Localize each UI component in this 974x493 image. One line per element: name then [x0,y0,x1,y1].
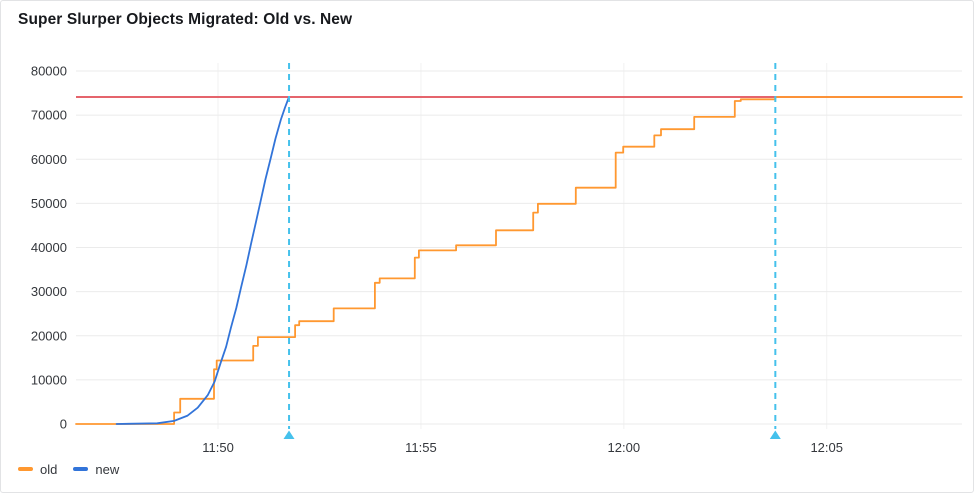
y-axis-tick-label: 0 [60,417,67,432]
annotation-marker-icon[interactable] [283,430,295,440]
y-axis-tick-label: 70000 [31,108,67,123]
series-line-old [75,96,963,425]
y-axis-tick-label: 80000 [31,64,67,79]
chart-area[interactable]: 0 10000 20000 30000 40000 50000 60000 70000 8000… [1,56,974,461]
legend-label-new: new [95,461,120,477]
x-axis-tick-label: 11:55 [405,440,437,455]
annotation-marker-icon[interactable] [769,430,781,440]
y-axis-tick-label: 40000 [31,240,67,255]
y-axis-tick-label: 20000 [31,328,67,343]
x-axis-tick-label: 12:05 [810,440,843,455]
y-axis-tick-label: 30000 [31,284,67,299]
legend-label-old: old [40,461,58,477]
timeseries-chart[interactable]: 0 10000 20000 30000 40000 50000 60000 70000 8000… [1,56,974,461]
legend: old new [18,458,119,480]
y-axis-tick-label: 10000 [31,372,67,387]
x-axis-tick-label: 11:50 [202,440,234,455]
legend-item-old[interactable]: old [18,463,57,476]
y-axis-tick-label: 60000 [31,152,67,167]
y-axis-tick-label: 50000 [31,196,67,211]
x-axis-tick-label: 12:00 [608,440,641,455]
panel-title[interactable]: Super Slurper Objects Migrated: Old vs. … [18,11,353,28]
series-line-new [115,96,290,425]
new-series-swatch-icon [73,467,89,471]
old-series-swatch-icon [18,467,33,471]
legend-item-new[interactable]: new [73,463,119,476]
